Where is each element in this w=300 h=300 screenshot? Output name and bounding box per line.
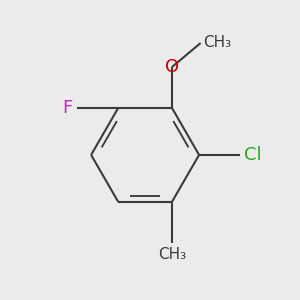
Text: F: F: [63, 99, 73, 117]
Text: CH₃: CH₃: [204, 35, 232, 50]
Text: Cl: Cl: [244, 146, 262, 164]
Text: CH₃: CH₃: [158, 247, 186, 262]
Text: O: O: [165, 58, 179, 76]
